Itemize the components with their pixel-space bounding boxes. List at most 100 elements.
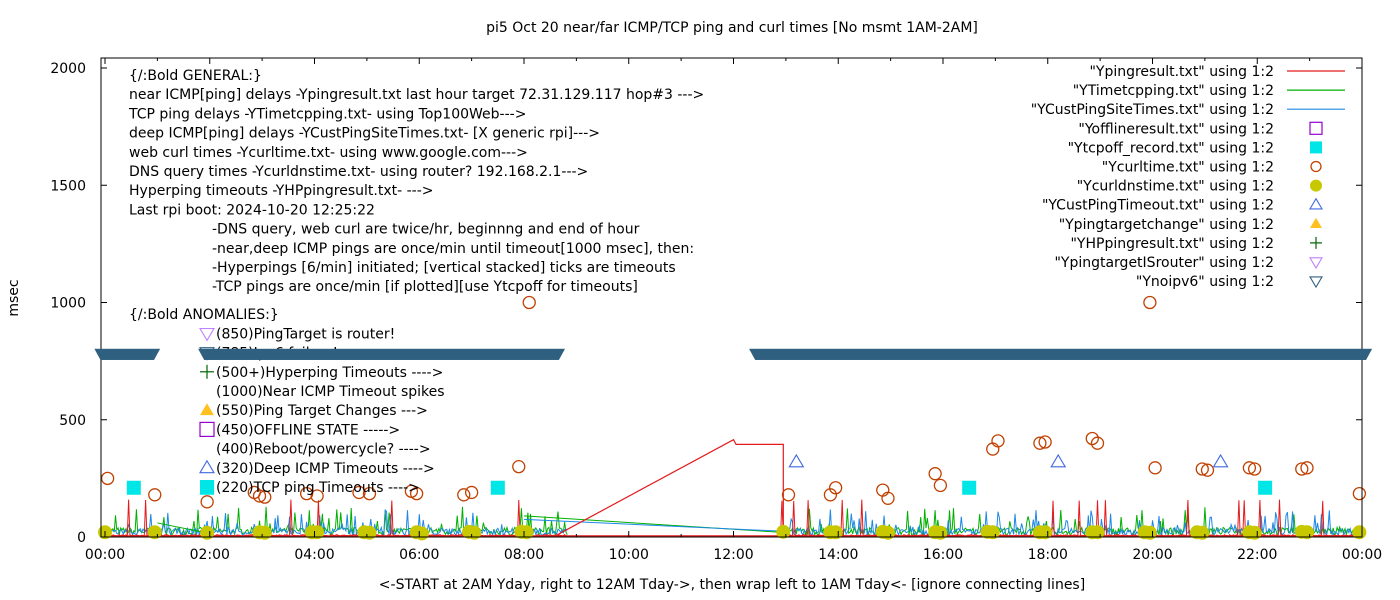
ipv6-failure-band [94,348,160,360]
legend-marker-open-triangle-up [1309,197,1323,210]
ycurltime-point [299,486,314,501]
legend-marker-open-triangle-down [1309,276,1323,289]
x-tick-label: 14:00 [818,547,858,563]
x-tick-label: 08:00 [504,547,544,563]
x-tick-label: 06:00 [399,547,439,563]
ycurldnstime-point [776,524,791,539]
y-axis-label: msec [6,279,22,316]
ycustpingtimeout-point [1212,453,1229,468]
anomaly-line: (850)PingTarget is router! [216,326,395,342]
note-line: -Hyperpings [6/min] initiated; [vertical… [212,260,676,276]
anomaly-line: (400)Reboot/powercycle? ----> [216,442,431,458]
ycurltime-point [1085,431,1099,446]
ycurltime-point [457,488,471,502]
ycurldnstime-point [881,525,896,540]
ycurltime-point [828,481,843,495]
ycurldnstime-point [933,525,948,540]
general-header: {/:Bold GENERAL:} [129,68,262,84]
ytcpoff_record-point [490,480,505,495]
ytcpoff_record-point [1258,480,1273,495]
y-tick-label: 0 [77,530,86,546]
note-line: -near,deep ICMP pings are once/min until… [212,241,694,257]
ycurltime-point [1295,462,1309,476]
ycurltime-point [928,467,942,481]
anomaly-marker [199,459,215,474]
ycurltime-point [1247,462,1262,476]
x-tick-label: 18:00 [1028,547,1068,563]
ycurltime-point [1143,295,1157,310]
legend-label: "YCustPingTimeout.txt" using 1:2 [1042,198,1274,214]
ycurldnstime-point [1195,525,1210,540]
y-tick-label: 1000 [50,296,86,312]
anomaly-line: (220)TCP ping Timeouts ----> [216,480,420,496]
legend-marker-filled-square [1310,141,1322,154]
ycurltime-point [100,471,115,486]
ycurltime-point [310,489,324,503]
general-line: DNS query times -Ycurldnstime.txt- using… [129,164,588,180]
x-tick-label: 02:00 [190,547,230,563]
ycurldnstime-point [310,525,325,540]
legend-label: "Yofflineresult.txt" using 1:2 [1078,121,1274,137]
anomaly-line: (450)OFFLINE STATE -----> [216,422,400,438]
ycurldnstime-point [1142,525,1157,540]
ycurldnstime-point [1038,525,1053,540]
ycurltime-point [1200,463,1215,477]
x-tick-label: 00:00 [1342,547,1382,563]
ycurldnstime-point [200,525,215,540]
legend-label: "Ypingresult.txt" using 1:2 [1089,64,1274,80]
x-axis-ticks: 00:00 02:00 04:00 06:00 08:00 10:00 12:00 14:00… [85,58,1382,563]
ycurltime-point [512,459,526,474]
ycustpingtimeout-point [788,453,805,468]
x-tick-label: 04:00 [294,547,334,563]
noise-series-layer [104,499,1363,538]
general-line: deep ICMP[ping] delays -YCustPingSiteTim… [129,126,600,142]
x-axis-label: <-START at 2AM Yday, right to 12AM Tday-… [379,577,1085,593]
anomaly-line: (320)Deep ICMP Timeouts ----> [216,461,435,477]
ycurldnstime-point [828,525,843,540]
general-line: Last rpi boot: 2024-10-20 12:25:22 [129,202,375,218]
x-tick-label: 12:00 [713,547,753,563]
anomaly-marker [199,327,215,342]
x-tick-label: 00:00 [85,547,125,563]
x-tick-label: 22:00 [1237,547,1277,563]
legend-marker-plus [1310,236,1322,249]
ycurltime-point [148,488,162,502]
near-icmp-ramp-line [555,438,784,537]
legend-label: "Ytcpoff_record.txt" using 1:2 [1068,140,1274,156]
general-line: web curl times -Ycurltime.txt- using www… [129,145,528,161]
ipv6-band-overlay [94,348,1372,360]
ycurltime-point [200,495,214,509]
legend-label: "Ycurldnstime.txt" using 1:2 [1077,179,1274,195]
anomalies-header: {/:Bold ANOMALIES:} [129,307,279,323]
ycurltime-point [1352,486,1367,501]
legend-marker-open-square [1309,121,1323,135]
legend-marker-open-triangle-down [1309,257,1323,270]
ycurltime-point [352,485,366,500]
ycurldnstime-point [362,525,377,540]
legend-label: "YHPpingresult.txt" using 1:2 [1070,236,1274,252]
ycurldnstime-point [414,526,429,541]
general-line: TCP ping delays -YTimetcpping.txt- using… [128,106,526,122]
ycurldnstime-point [1352,525,1367,540]
legend-label: "YTimetcpping.txt" using 1:2 [1073,83,1274,99]
anomaly-marker [200,403,214,416]
x-tick-label: 10:00 [609,547,649,563]
ycurltime-point [781,488,796,502]
ycurltime-point [464,485,479,500]
ycurltime-point [1148,461,1162,475]
legend: "Ypingresult.txt" using 1:2 "YTimetcpping… [1031,64,1345,290]
legend-label: "Ycurltime.txt" using 1:2 [1102,160,1274,176]
deep-icmp-connector [523,518,781,532]
ycurldnstime-point [985,525,1000,540]
chart-title: pi5 Oct 20 near/far ICMP/TCP ping and cu… [486,20,978,36]
ycurltime-point [1090,436,1105,450]
general-line: near ICMP[ping] delays -Ypingresult.txt … [129,87,704,103]
x-tick-label: 20:00 [1132,547,1172,563]
legend-label: "Ynoipv6" using 1:2 [1136,274,1274,290]
axes-frame [100,57,1363,538]
anomaly-marker [200,480,214,494]
ycurltime-point [362,486,377,501]
ycurltime-point [258,490,272,504]
plot-border [100,57,1363,538]
y-axis-ticks: 0 500 1000 1500 2000 [50,61,1362,546]
